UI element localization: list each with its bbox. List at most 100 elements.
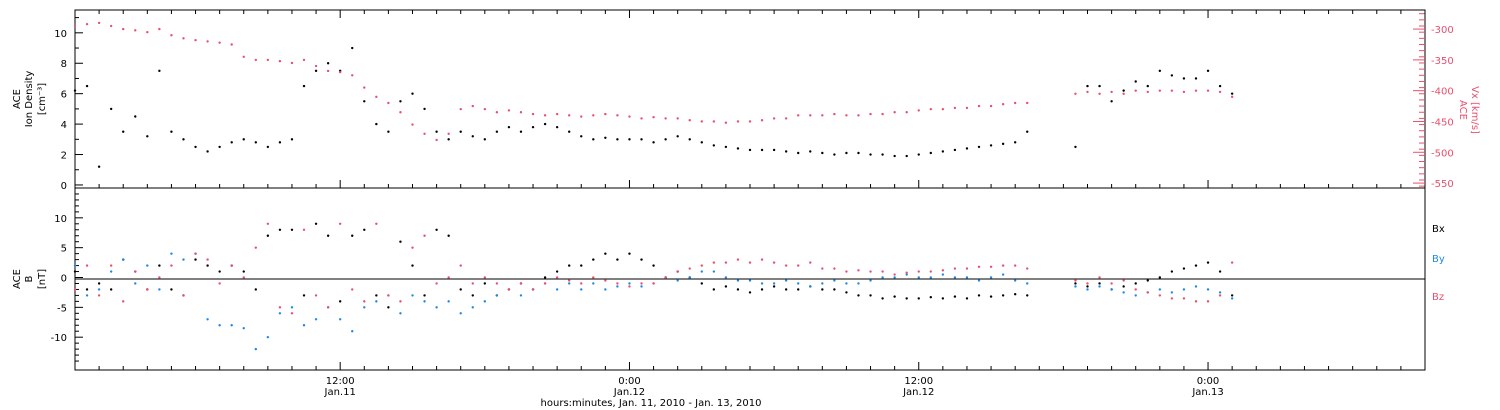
panel2-point-bx	[941, 297, 945, 300]
panel1-point-density	[1230, 92, 1234, 95]
panel1-point-density	[1146, 84, 1149, 88]
panel2-point-bx	[989, 295, 993, 298]
panel1-point-vx	[567, 114, 571, 117]
panel2-point-bx	[1182, 267, 1186, 270]
panel2-point-bx	[1001, 294, 1005, 297]
panel1-point-density	[182, 138, 185, 141]
panel1-point-vx	[134, 29, 137, 32]
panel1-point-vx	[483, 107, 487, 111]
panel2-point-by	[338, 318, 342, 321]
panel2-point-bx	[652, 264, 655, 267]
panel1-point-density	[242, 138, 245, 141]
panel1-point-density	[989, 144, 993, 147]
panel2-point-by	[230, 324, 233, 327]
panel1-point-vx	[1170, 89, 1174, 92]
panel1-point-vx	[676, 117, 679, 120]
panel2-point-bx	[1098, 282, 1101, 285]
panel2-ylabel-ace: ACE	[12, 269, 23, 289]
legend-bz: Bz	[1432, 292, 1444, 303]
panel2-point-bz	[411, 246, 414, 249]
panel2-point-by	[941, 273, 945, 276]
panel2-point-bx	[616, 258, 619, 261]
panel2-point-by	[242, 327, 245, 330]
panel1-point-vx	[363, 86, 366, 89]
panel1-point-vx	[338, 71, 342, 74]
panel2-point-bz	[869, 270, 872, 273]
panel2-point-by	[1013, 279, 1017, 282]
panel1-point-density	[845, 151, 848, 155]
panel1-point-vx	[122, 27, 125, 31]
panel1-point-density	[447, 138, 450, 141]
panel2-point-bz	[266, 222, 270, 226]
panel1-point-vx	[447, 132, 450, 135]
panel1-point-vx	[893, 111, 896, 114]
panel2-point-by	[784, 279, 788, 282]
panel1-point-vx	[242, 55, 245, 59]
panel1-point-density	[471, 135, 474, 138]
panel2-point-bx	[97, 282, 101, 285]
panel1-point-density	[941, 150, 945, 153]
panel1-point-vx	[85, 22, 89, 26]
panel1-point-vx	[543, 114, 547, 117]
panel1-point-density	[712, 144, 716, 147]
panel2-point-by	[266, 335, 270, 339]
panel1-point-density	[592, 138, 595, 141]
panel2-point-by	[929, 276, 933, 279]
panel2-point-bx	[375, 294, 378, 297]
panel2-point-bx	[170, 288, 173, 291]
panel1-left-tick-label: 6	[61, 90, 67, 101]
panel1-point-vx	[194, 38, 197, 42]
panel2-point-bz	[278, 306, 282, 309]
panel2-point-bz	[676, 270, 679, 273]
panel1-point-vx	[459, 107, 462, 111]
panel2-point-by	[1134, 294, 1137, 297]
panel1-point-density	[893, 154, 896, 158]
panel1-point-density	[495, 130, 499, 133]
panel2-point-bx	[567, 264, 571, 267]
panel1-point-density	[760, 148, 764, 152]
panel2-point-bz	[471, 282, 474, 285]
panel2-point-bx	[447, 234, 450, 237]
panel2-point-bz	[1194, 300, 1198, 303]
panel2-left-tick-label: 5	[61, 244, 67, 255]
panel2-point-bx	[1218, 270, 1222, 273]
panel1-point-vx	[1001, 103, 1005, 106]
panel2-point-bx	[845, 291, 848, 294]
panel1-point-vx	[977, 104, 981, 108]
panel1-point-vx	[736, 120, 740, 123]
panel2-point-bz	[628, 285, 631, 288]
panel2-point-bx	[158, 264, 161, 267]
panel2-point-bz	[809, 261, 812, 264]
panel2-point-by	[109, 270, 113, 273]
panel2-point-by	[1122, 291, 1125, 294]
panel1-point-vx	[326, 69, 330, 73]
panel2-point-by	[483, 300, 487, 303]
panel2-point-bz	[929, 270, 933, 273]
panel2-point-bx	[712, 288, 716, 291]
panel2-point-by	[519, 294, 523, 297]
panel2-point-by	[290, 306, 294, 309]
panel2-point-bx	[423, 294, 426, 297]
panel1-point-vx	[1086, 90, 1089, 94]
panel1-point-density	[833, 153, 836, 156]
panel1-point-density	[953, 148, 957, 152]
panel1-ylabel-unit: [cm⁻³]	[37, 83, 48, 115]
panel2-point-bx	[387, 306, 390, 309]
panel1-point-density	[109, 107, 113, 111]
panel1-point-density	[519, 130, 523, 133]
panel1-point-density	[97, 165, 101, 168]
panel2-point-bz	[1134, 288, 1137, 291]
panel2-point-by	[712, 270, 716, 273]
panel2-point-bz	[772, 261, 776, 264]
panel2-point-bz	[206, 258, 209, 261]
x-tick-time-label: 12:00	[326, 376, 355, 387]
panel2-point-bz	[1182, 297, 1186, 300]
panel2-point-by	[797, 282, 800, 285]
panel2-point-bx	[543, 276, 547, 279]
panel1-point-density	[664, 138, 667, 141]
panel2-point-bx	[483, 282, 487, 285]
panel2-point-bz	[326, 306, 330, 309]
panel2-point-by	[953, 276, 957, 279]
panel1-left-tick-label: 8	[61, 59, 67, 70]
panel2-point-by	[989, 276, 993, 279]
